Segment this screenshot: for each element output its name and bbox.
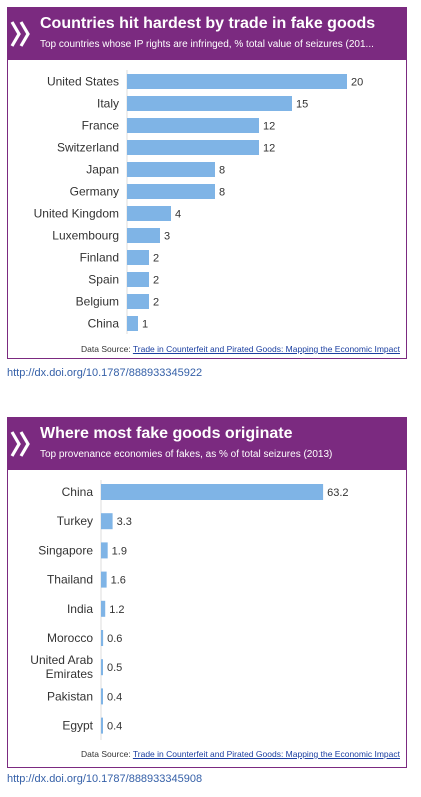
value-label: 3 (164, 231, 170, 243)
bar (101, 513, 113, 530)
chart-header-1: Countries hit hardest by trade in fake g… (8, 8, 406, 60)
bar-chart-2: 63.2 China 3.3 Turkey 1.9 Singapore 1.6 Thailan… (30, 480, 349, 740)
category-label: Switzerland (57, 141, 119, 155)
bar (127, 228, 160, 243)
value-label: 1.9 (112, 545, 127, 557)
bar (127, 206, 171, 221)
bar (127, 294, 149, 309)
value-label: 12 (263, 121, 275, 133)
bar (127, 118, 259, 133)
value-label: 12 (263, 143, 275, 155)
chart-card-1: Countries hit hardest by trade in fake g… (7, 7, 407, 359)
chart-card-2: Where most fake goods originate Top prov… (7, 417, 407, 768)
data-source-link[interactable]: Trade in Counterfeit and Pirated Goods: … (132, 344, 400, 354)
bar (127, 184, 215, 199)
value-label: 4 (175, 209, 181, 221)
value-label: 3.3 (117, 516, 132, 528)
category-label: Luxembourg (52, 229, 119, 243)
value-label: 15 (296, 99, 308, 111)
value-label: 20 (351, 77, 363, 89)
bar (101, 659, 103, 676)
bar (101, 717, 103, 734)
category-label: Spain (88, 273, 119, 287)
doi-link-2[interactable]: http://dx.doi.org/10.1787/888933345908 (7, 773, 203, 785)
value-label: 8 (219, 187, 225, 199)
value-label: 8 (219, 165, 225, 177)
value-label: 2 (153, 297, 159, 309)
bar (101, 630, 104, 646)
value-label: 0.6 (107, 633, 122, 645)
chart-header-2: Where most fake goods originate Top prov… (8, 418, 406, 470)
value-label: 1 (142, 319, 148, 331)
category-label: Germany (70, 185, 119, 199)
chart-subtitle-2: Top provenance economies of fakes, as % … (40, 449, 333, 460)
chart-title-1: Countries hit hardest by trade in fake g… (40, 15, 376, 32)
category-label: China (62, 485, 94, 499)
bar (127, 316, 138, 331)
bar (127, 250, 149, 265)
data-source-label: Data Source: (81, 344, 131, 354)
chart-subtitle-1: Top countries whose IP rights are infrin… (40, 39, 374, 50)
bar (127, 74, 347, 89)
category-label: Morocco (47, 631, 93, 645)
value-label: 2 (153, 275, 159, 287)
data-source-link[interactable]: Trade in Counterfeit and Pirated Goods: … (132, 749, 400, 759)
double-chevron-icon (10, 21, 30, 47)
value-label: 0.5 (107, 662, 122, 674)
data-source-2: Data Source: Trade in Counterfeit and Pi… (81, 749, 400, 759)
category-label: France (82, 119, 120, 133)
category-label: Belgium (76, 295, 119, 309)
category-label: China (88, 317, 120, 331)
category-label: India (67, 602, 93, 616)
category-label: Finland (80, 251, 119, 265)
bar (127, 140, 259, 155)
data-source-label: Data Source: (81, 749, 131, 759)
category-label: United Kingdom (34, 207, 119, 221)
data-source-1: Data Source: Trade in Counterfeit and Pi… (81, 344, 400, 354)
category-label: Italy (97, 97, 119, 111)
category-label: Egypt (62, 719, 93, 733)
category-label: Pakistan (47, 689, 93, 703)
bar (101, 571, 107, 588)
value-label: 1.2 (109, 604, 124, 616)
value-label: 0.4 (107, 721, 122, 733)
value-label: 2 (153, 253, 159, 265)
category-label: United States (47, 75, 119, 89)
bar (101, 688, 103, 705)
bar (101, 542, 108, 559)
chart-title-2: Where most fake goods originate (40, 425, 293, 442)
category-label: United Arab Emirates (30, 653, 93, 681)
value-label: 0.4 (107, 691, 122, 703)
bar (101, 600, 106, 617)
bar (127, 96, 292, 111)
value-label: 1.6 (111, 575, 126, 587)
category-label: Japan (86, 163, 119, 177)
category-label: Turkey (57, 514, 93, 528)
bar (101, 484, 324, 500)
doi-link-1[interactable]: http://dx.doi.org/10.1787/888933345922 (7, 367, 203, 379)
bar (127, 162, 215, 177)
category-label: Singapore (38, 543, 93, 557)
bar (127, 272, 149, 287)
double-chevron-icon (10, 431, 30, 457)
category-label: Thailand (47, 573, 93, 587)
value-label: 63.2 (327, 487, 348, 499)
